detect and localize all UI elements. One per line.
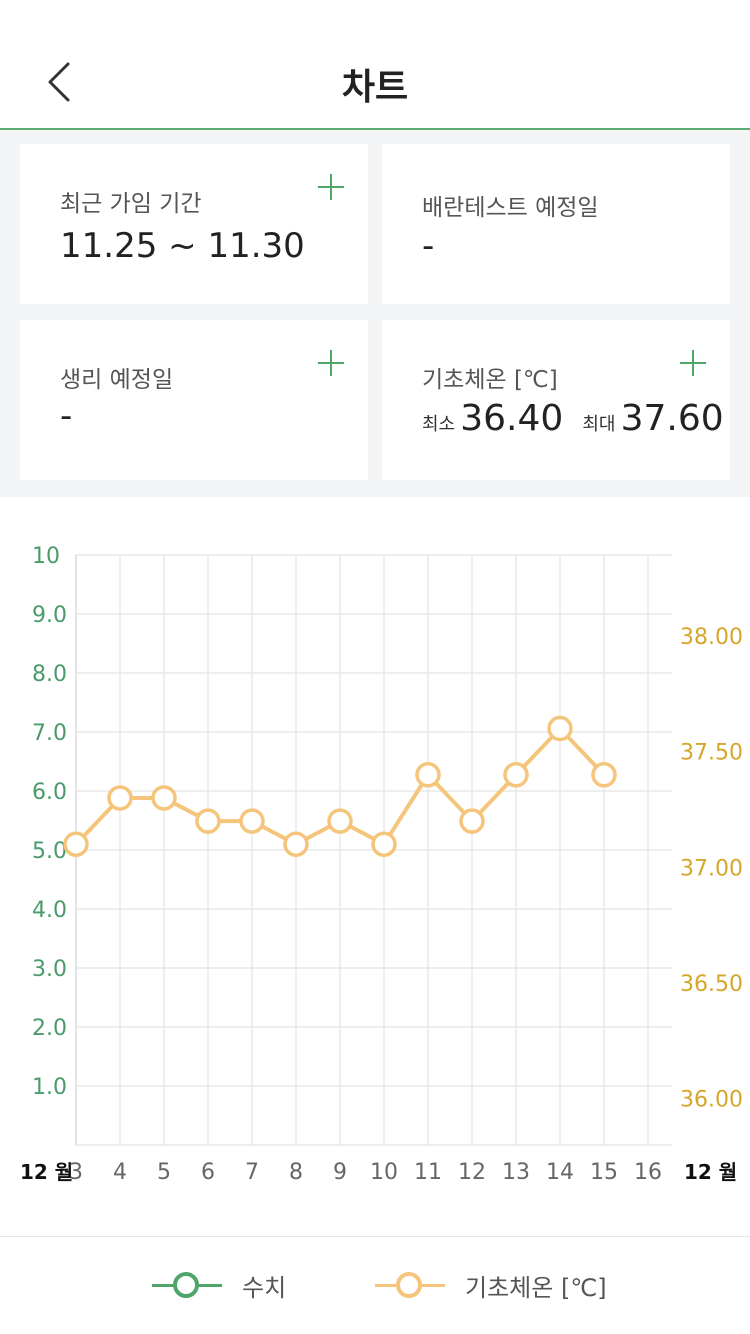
card-value: -: [422, 226, 435, 266]
x-tick-label: 5: [157, 1160, 171, 1185]
x-tick-label: 16: [634, 1160, 662, 1185]
y-left-tick-label: 10: [32, 544, 60, 569]
data-point: [371, 831, 397, 857]
data-point: [195, 808, 221, 834]
data-point: [503, 762, 529, 788]
y-right-tick-label: 37.50: [680, 741, 743, 766]
month-label-bg: [18, 1153, 70, 1187]
y-left-tick-label: 6.0: [32, 780, 67, 805]
data-point: [459, 808, 485, 834]
legend-item-value[interactable]: 수치: [152, 1265, 286, 1305]
x-tick-label: 12: [458, 1160, 486, 1185]
add-bbt-button[interactable]: [678, 348, 708, 378]
y-left-tick-label: 2.0: [32, 1016, 67, 1041]
y-left-tick-label: 1.0: [32, 1075, 67, 1100]
card-label: 최근 가임 기간: [60, 191, 202, 217]
max-value: 37.60: [620, 398, 724, 439]
y-right-tick-label: 37.00: [680, 856, 743, 881]
x-tick-label: 8: [289, 1160, 303, 1185]
chart-legend: 수치 기초체온 [℃]: [0, 1236, 750, 1334]
chevron-left-icon: [48, 62, 70, 102]
min-label: 최소: [422, 414, 456, 435]
y-left-tick-label: 4.0: [32, 898, 67, 923]
bbt-min-max: 최소 36.40 최대 37.60: [422, 398, 738, 439]
y-right-tick-label: 36.00: [680, 1088, 743, 1113]
y-left-tick-label: 7.0: [32, 721, 67, 746]
x-tick-label: 10: [370, 1160, 398, 1185]
data-point: [239, 808, 265, 834]
data-point: [415, 762, 441, 788]
app-header: 차트: [0, 0, 750, 130]
x-tick-label: 14: [546, 1160, 574, 1185]
x-tick-label: 9: [333, 1160, 347, 1185]
card-value: -: [60, 396, 73, 436]
data-point: [107, 785, 133, 811]
data-point: [591, 762, 617, 788]
x-tick-label: 6: [201, 1160, 215, 1185]
y-right-tick-label: 36.50: [680, 972, 743, 997]
chart-svg: 10 9.0 8.0 7.0 6.0 5.0 4.0 3.0 2.0 1.0 3 4 5 6 7 8 9 10 11…: [18, 544, 743, 1187]
x-tick-label: 15: [590, 1160, 618, 1185]
ovulation-test-card: 배란테스트 예정일 -: [382, 144, 730, 304]
add-recent-period-button[interactable]: [316, 172, 346, 202]
y-left-tick-label: 8.0: [32, 662, 67, 687]
card-label: 배란테스트 예정일: [422, 195, 599, 221]
x-tick-label: 4: [113, 1160, 127, 1185]
legend-swatch: [152, 1270, 222, 1300]
x-tick-label: 7: [245, 1160, 259, 1185]
x-month-label-right: 12 월: [684, 1160, 737, 1184]
data-point: [327, 808, 353, 834]
page-title: 차트: [341, 67, 409, 108]
summary-cards: 최근 가임 기간 11.25 ~ 11.30 배란테스트 예정일 - 생리 예정…: [0, 130, 750, 497]
y-left-tick-label: 3.0: [32, 957, 67, 982]
legend-swatch: [375, 1270, 445, 1300]
back-button[interactable]: [30, 52, 90, 112]
legend-item-bbt[interactable]: 기초체온 [℃]: [375, 1265, 607, 1305]
period-due-card: 생리 예정일 -: [20, 320, 368, 480]
data-point: [63, 831, 89, 857]
min-value: 36.40: [460, 398, 564, 439]
card-label: 기초체온 [℃]: [422, 367, 558, 393]
x-tick-label: 3: [69, 1160, 83, 1185]
data-point: [151, 785, 177, 811]
add-period-button[interactable]: [316, 348, 346, 378]
legend-label: 기초체온 [℃]: [465, 1273, 607, 1302]
x-tick-label: 13: [502, 1160, 530, 1185]
card-label: 생리 예정일: [60, 367, 174, 393]
max-label: 최대: [582, 414, 616, 435]
x-tick-label: 11: [414, 1160, 442, 1185]
y-right-tick-label: 38.00: [680, 625, 743, 650]
x-month-label-left: 12 월: [20, 1160, 73, 1184]
y-left-tick-label: 9.0: [32, 603, 67, 628]
data-point: [547, 715, 573, 742]
bbt-chart[interactable]: 10 9.0 8.0 7.0 6.0 5.0 4.0 3.0 2.0 1.0 3 4 5 6 7 8 9 10 11…: [0, 497, 750, 1237]
legend-label: 수치: [242, 1273, 287, 1302]
data-point: [283, 831, 309, 857]
y-left-tick-label: 5.0: [32, 839, 67, 864]
recent-fertile-period-card: 최근 가임 기간 11.25 ~ 11.30: [20, 144, 368, 304]
bbt-card: 기초체온 [℃] 최소 36.40 최대 37.60: [382, 320, 730, 480]
card-value: 11.25 ~ 11.30: [60, 226, 305, 266]
